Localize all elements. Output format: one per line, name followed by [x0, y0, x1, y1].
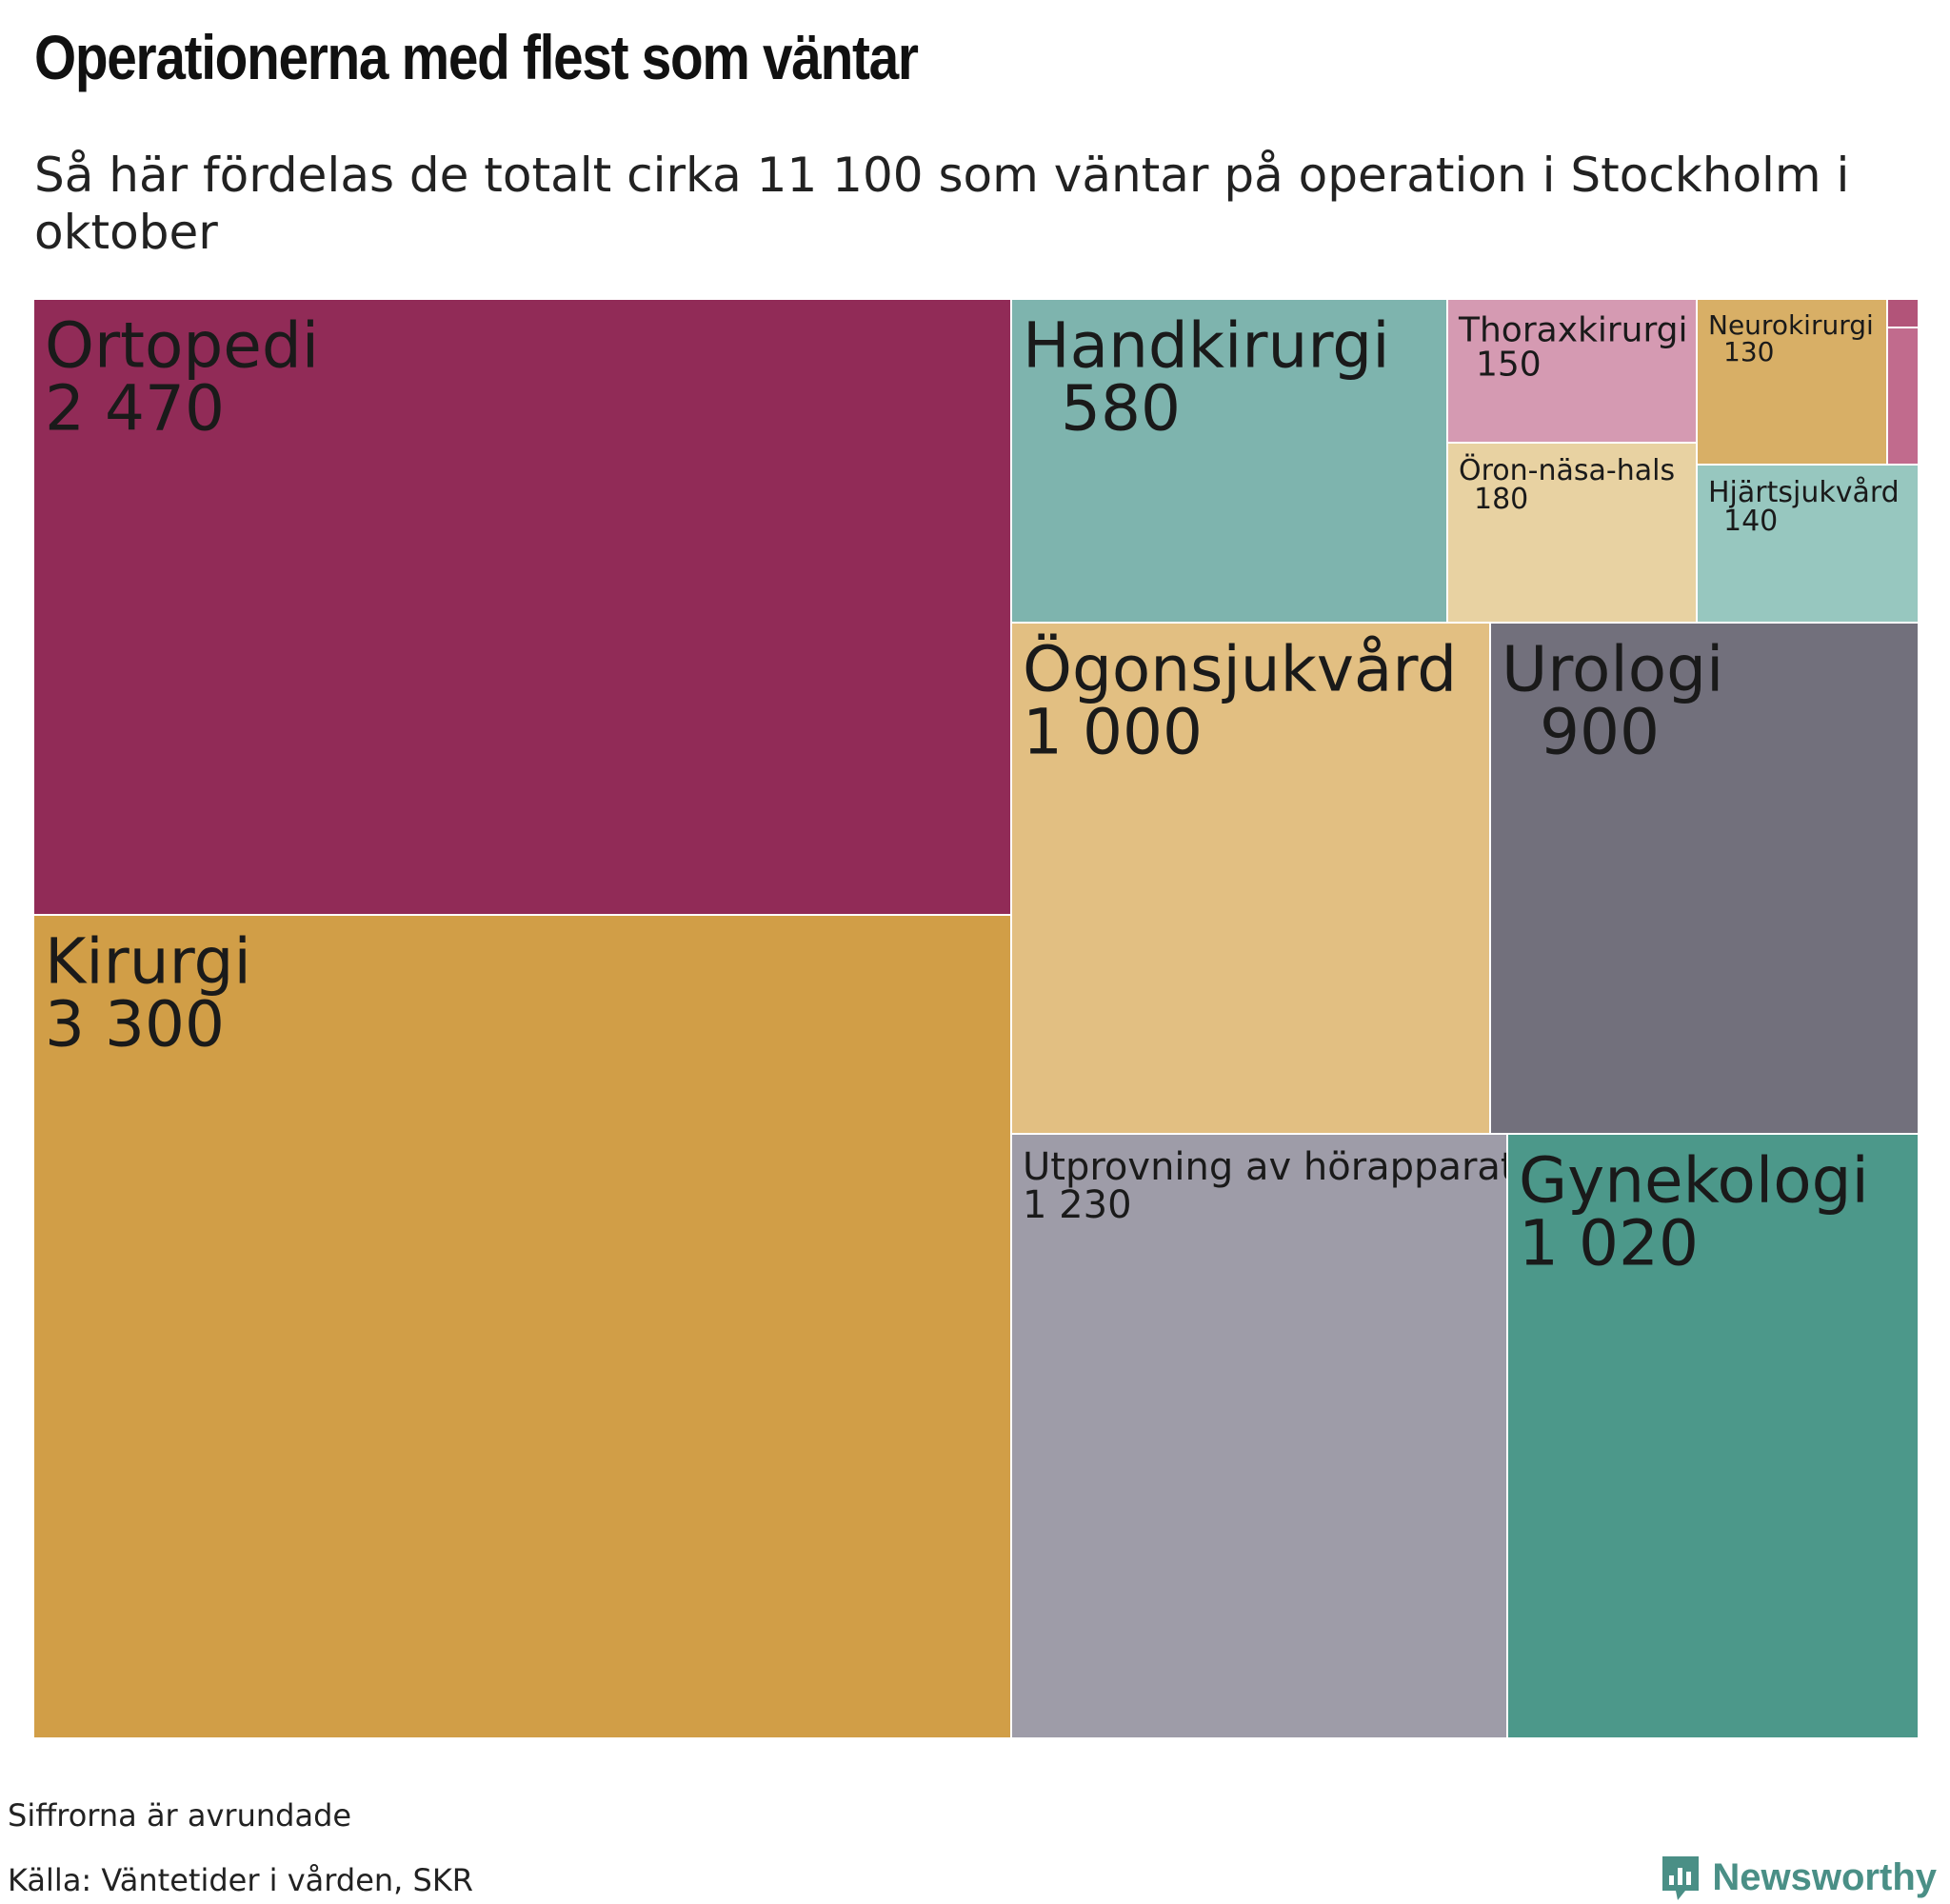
tile-rect	[1886, 299, 1919, 328]
treemap-tile-unlabeled-12	[1886, 299, 1919, 328]
tile-rect	[33, 299, 1012, 916]
tile-category-label: Öron-näsa-hals	[1459, 453, 1675, 487]
tile-category-label: Utprovning av hörapparat	[1023, 1145, 1516, 1189]
tile-category-label: Hjärtsjukvård	[1708, 476, 1900, 509]
brand-name: Newsworthy	[1712, 1855, 1937, 1898]
tile-value-label: 2 470	[45, 371, 225, 445]
tile-value-label: 900	[1540, 695, 1660, 768]
tile-category-label: Urologi	[1502, 632, 1723, 705]
tile-rect	[1446, 299, 1698, 444]
tile-value-label: 180	[1474, 483, 1528, 516]
tile-category-label: Gynekologi	[1519, 1143, 1869, 1217]
tile-rect	[1696, 464, 1919, 624]
tile-category-label: Ögonsjukvård	[1023, 632, 1457, 705]
tile-value-label: 130	[1723, 336, 1774, 367]
tile-rect	[33, 914, 1012, 1738]
tile-category-label: Kirurgi	[45, 924, 251, 998]
tile-category-label: Ortopedi	[45, 308, 319, 382]
tile-value-label: 3 300	[45, 987, 225, 1061]
footnote: Siffrorna är avrundade	[8, 1797, 352, 1834]
tile-value-label: 150	[1476, 345, 1542, 384]
tile-category-label: Neurokirurgi	[1708, 309, 1874, 341]
tile-rect	[1010, 622, 1491, 1135]
tile-value-label: 1 020	[1519, 1206, 1699, 1279]
tile-value-label: 580	[1061, 371, 1181, 445]
tile-rect	[1446, 442, 1698, 624]
tile-rect	[1506, 1133, 1919, 1738]
source-credit: Källa: Väntetider i vården, SKR	[8, 1862, 474, 1898]
brand-logo: Newsworthy	[1659, 1853, 1937, 1902]
tile-value-label: 140	[1723, 505, 1778, 538]
tile-value-label: 1 230	[1023, 1183, 1132, 1227]
tile-category-label: Thoraxkirurgi	[1458, 310, 1688, 349]
tile-value-label: 1 000	[1023, 695, 1203, 768]
tile-category-label: Handkirurgi	[1023, 308, 1390, 382]
treemap-tile-unlabeled-11	[1886, 327, 1919, 466]
newsworthy-logo-icon	[1662, 1856, 1700, 1900]
chart-subtitle: Så här fördelas de totalt cirka 11 100 s…	[34, 148, 1850, 260]
tile-rect	[1010, 1133, 1508, 1738]
chart-title: Operationerna med flest som väntar	[34, 22, 919, 92]
tile-rect	[1886, 327, 1919, 466]
